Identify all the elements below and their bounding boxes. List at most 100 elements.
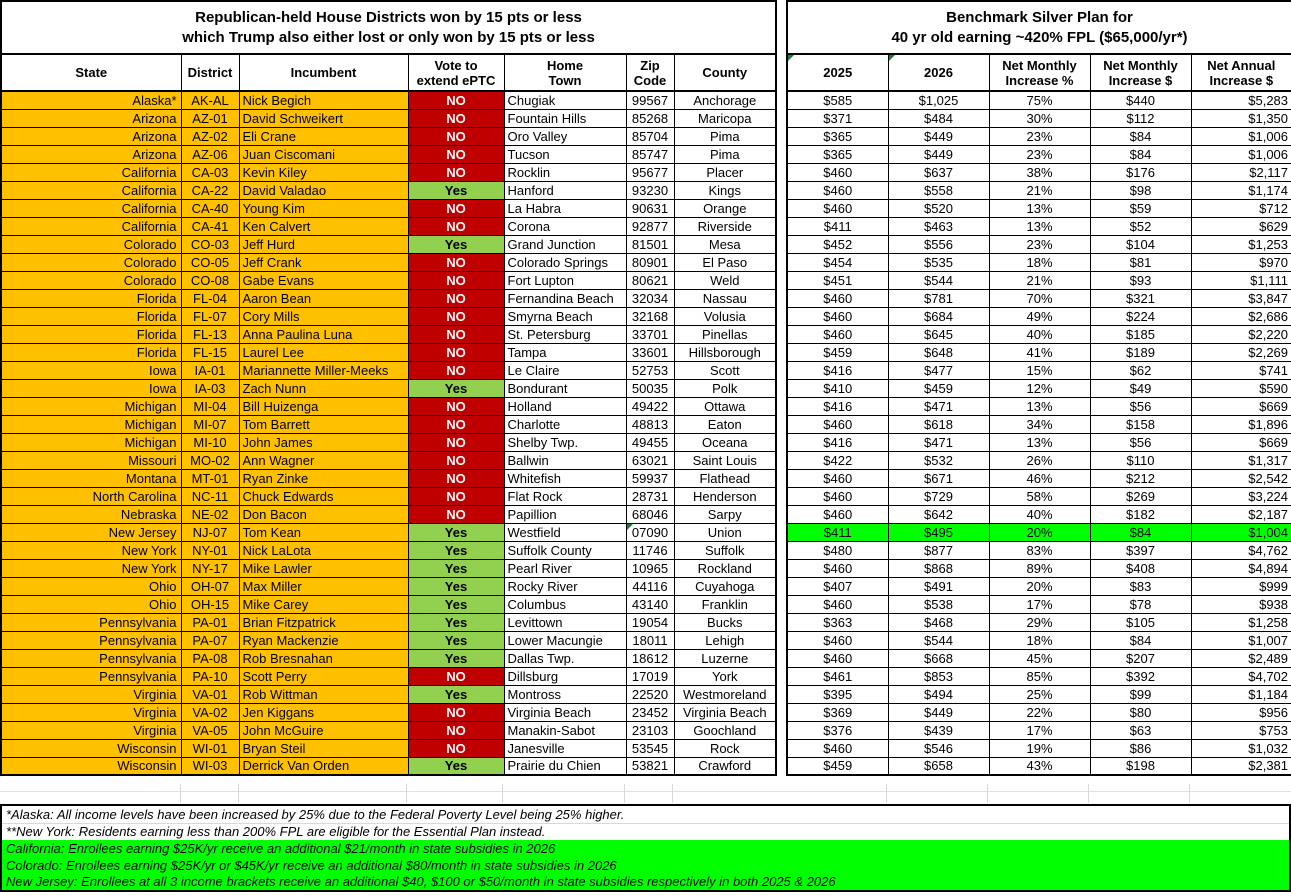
cell-home-town: Montross: [503, 684, 627, 704]
cell-monthly: $56: [1089, 432, 1192, 452]
gridline: [1189, 784, 1190, 803]
cell-monthly: $110: [1089, 450, 1192, 470]
cell-annual: $970: [1190, 252, 1291, 272]
cell-pct: 21%: [988, 270, 1091, 290]
plan-row: $416 $471 13% $56 $669: [786, 396, 1291, 416]
cell-vote: Yes: [407, 594, 505, 614]
cell-monthly: $321: [1089, 288, 1192, 308]
cell-y2025: $452: [786, 234, 889, 254]
cell-vote: NO: [407, 432, 505, 452]
cell-state: Montana: [0, 468, 182, 488]
cell-home-town: Dallas Twp.: [503, 648, 627, 668]
cell-annual: $1,006: [1190, 126, 1291, 146]
cell-zip: 80621: [625, 270, 675, 290]
cell-pct: 23%: [988, 234, 1091, 254]
cell-y2026: $491: [887, 576, 990, 596]
cell-incumbent: Jeff Crank: [238, 252, 409, 272]
cell-state: North Carolina: [0, 486, 182, 506]
gridline: [238, 784, 239, 803]
cell-home-town: Lower Macungie: [503, 630, 627, 650]
cell-district: CO-03: [180, 234, 240, 254]
cell-y2025: $460: [786, 594, 889, 614]
footnote-row: **New York: Residents earning less than …: [2, 823, 1289, 841]
plan-row: $371 $484 30% $112 $1,350: [786, 108, 1291, 128]
district-row: Ohio OH-15 Mike Carey Yes Columbus 43140 Frank…: [0, 594, 777, 614]
cell-y2025: $376: [786, 720, 889, 740]
cell-y2025: $460: [786, 630, 889, 650]
plan-row: $460 $668 45% $207 $2,489: [786, 648, 1291, 668]
cell-incumbent: David Schweikert: [238, 108, 409, 128]
cell-vote: Yes: [407, 612, 505, 632]
right-header-row: 2025 2026 Net Monthly Increase % Net Mon…: [786, 53, 1291, 92]
cell-y2025: $585: [786, 90, 889, 110]
cell-district: NY-01: [180, 540, 240, 560]
col-2025: 2025: [786, 53, 889, 92]
cell-zip: 23452: [625, 702, 675, 722]
cell-home-town: Rocky River: [503, 576, 627, 596]
cell-district: VA-01: [180, 684, 240, 704]
cell-vote: Yes: [407, 756, 505, 776]
cell-home-town: Virginia Beach: [503, 702, 627, 722]
cell-y2026: $471: [887, 396, 990, 416]
cell-y2025: $480: [786, 540, 889, 560]
col-district: District: [180, 53, 240, 92]
cell-zip: 32034: [625, 288, 675, 308]
cell-monthly: $176: [1089, 162, 1192, 182]
cell-zip: 90631: [625, 198, 675, 218]
cell-y2026: $618: [887, 414, 990, 434]
cell-zip: 93230: [625, 180, 675, 200]
cell-incumbent: Bill Huizenga: [238, 396, 409, 416]
district-row: Wisconsin WI-01 Bryan Steil NO Janesville 535…: [0, 738, 777, 758]
district-row: Florida FL-13 Anna Paulina Luna NO St. Peter…: [0, 324, 777, 344]
cell-pct: 26%: [988, 450, 1091, 470]
cell-y2026: $648: [887, 342, 990, 362]
cell-vote: Yes: [407, 684, 505, 704]
plan-row: $460 $538 17% $78 $938: [786, 594, 1291, 614]
cell-state: Colorado: [0, 234, 182, 254]
cell-county: Rock: [673, 738, 777, 758]
cell-annual: $2,269: [1190, 342, 1291, 362]
cell-y2025: $416: [786, 360, 889, 380]
cell-home-town: Dillsburg: [503, 666, 627, 686]
cell-y2026: $520: [887, 198, 990, 218]
cell-incumbent: Juan Ciscomani: [238, 144, 409, 164]
cell-incumbent: Derrick Van Orden: [238, 756, 409, 776]
cell-vote: NO: [407, 90, 505, 110]
district-row: Michigan MI-04 Bill Huizenga NO Holland 49422…: [0, 396, 777, 416]
cell-home-town: Colorado Springs: [503, 252, 627, 272]
cell-pct: 17%: [988, 720, 1091, 740]
cell-annual: $2,686: [1190, 306, 1291, 326]
cell-incumbent: Tom Barrett: [238, 414, 409, 434]
cell-monthly: $158: [1089, 414, 1192, 434]
plan-row: $451 $544 21% $93 $1,111: [786, 270, 1291, 290]
cell-y2025: $460: [786, 198, 889, 218]
col-county: County: [673, 53, 777, 92]
cell-annual: $629: [1190, 216, 1291, 236]
cell-y2025: $459: [786, 756, 889, 776]
cell-vote: Yes: [407, 234, 505, 254]
cell-pct: 17%: [988, 594, 1091, 614]
cell-home-town: Smyrna Beach: [503, 306, 627, 326]
cell-y2026: $658: [887, 756, 990, 776]
cell-annual: $956: [1190, 702, 1291, 722]
cell-monthly: $104: [1089, 234, 1192, 254]
cell-zip: 44116: [625, 576, 675, 596]
cell-pct: 18%: [988, 630, 1091, 650]
cell-home-town: Whitefish: [503, 468, 627, 488]
cell-vote: NO: [407, 270, 505, 290]
cell-zip: 68046: [625, 504, 675, 524]
cell-state: Pennsylvania: [0, 612, 182, 632]
plan-row: $416 $477 15% $62 $741: [786, 360, 1291, 380]
district-row: New Jersey NJ-07 Tom Kean Yes Westfield 07090…: [0, 522, 777, 542]
cell-vote: NO: [407, 144, 505, 164]
cell-county: Mesa: [673, 234, 777, 254]
district-row: Michigan MI-07 Tom Barrett NO Charlotte 48813…: [0, 414, 777, 434]
cell-home-town: Columbus: [503, 594, 627, 614]
cell-incumbent: John McGuire: [238, 720, 409, 740]
cell-district: NC-11: [180, 486, 240, 506]
cell-state: New Jersey: [0, 522, 182, 542]
cell-incumbent: Scott Perry: [238, 666, 409, 686]
cell-y2025: $460: [786, 306, 889, 326]
cell-district: CO-05: [180, 252, 240, 272]
cell-zip: 49422: [625, 396, 675, 416]
